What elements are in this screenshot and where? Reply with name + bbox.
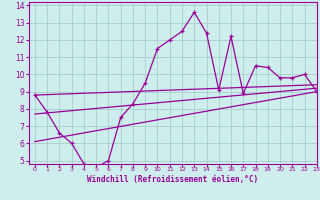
X-axis label: Windchill (Refroidissement éolien,°C): Windchill (Refroidissement éolien,°C) (87, 175, 258, 184)
